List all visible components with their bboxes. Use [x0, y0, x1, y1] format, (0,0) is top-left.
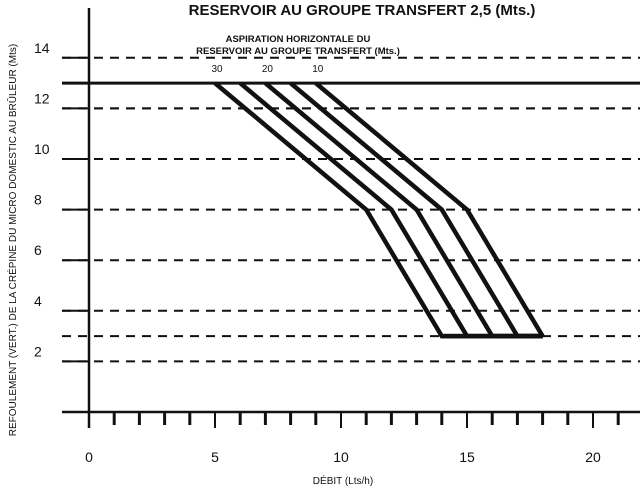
y-tick-label: 8: [34, 192, 42, 208]
series-line: [314, 81, 545, 338]
y-axis-title: REFOULEMENT (VERT.) DE LA CRÉPINE DU MIC…: [6, 44, 19, 436]
series-label: 10: [312, 64, 324, 75]
y-tick-label: 4: [34, 293, 42, 309]
series-lines: [213, 81, 545, 339]
annotation-line-1: ASPIRATION HORIZONTALE DU: [226, 34, 371, 45]
x-tick-label: 10: [333, 449, 349, 465]
chart-title: RESERVOIR AU GROUPE TRANSFERT 2,5 (Mts.): [189, 2, 536, 19]
labels: 2 4 6 8 10 12 14 0 5 10 15 20 30 20 10: [34, 40, 601, 465]
series-label: 20: [262, 64, 274, 75]
y-tick-label: 14: [34, 40, 50, 56]
axes: [62, 8, 640, 428]
y-tick-label: 10: [34, 141, 50, 157]
x-tick-label: 15: [459, 449, 475, 465]
series-label: 30: [211, 64, 223, 75]
y-tick-label: 2: [34, 343, 42, 359]
x-tick-label: 5: [211, 449, 219, 465]
x-axis-title: DÉBIT (Lts/h): [313, 474, 373, 487]
annotation-line-2: RESERVOIR AU GROUPE TRANSFERT (Mts.): [196, 46, 400, 57]
grid: [62, 56, 640, 363]
y-tick-label: 12: [34, 90, 50, 106]
y-tick-label: 6: [34, 242, 42, 258]
x-tick-label: 20: [585, 449, 601, 465]
x-tick-label: 0: [85, 449, 93, 465]
